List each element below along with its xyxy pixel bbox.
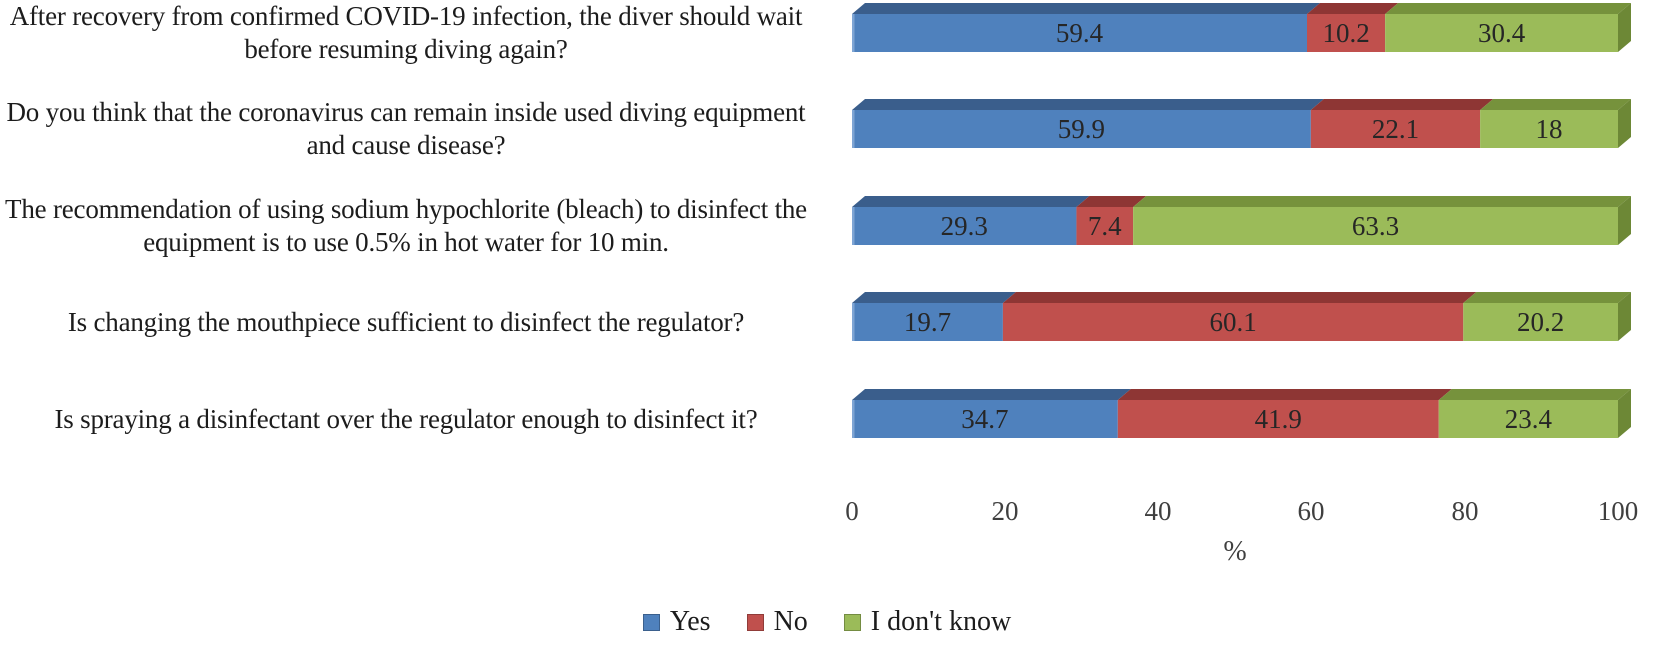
legend-item-yes: Yes [642,606,711,638]
svg-text:18: 18 [1536,114,1563,144]
x-axis-label: % [1223,536,1247,567]
legend-swatch-no-icon [746,613,764,631]
question-label-5: Is spraying a disinfectant over the regu… [54,403,758,434]
svg-text:41.9: 41.9 [1255,404,1302,434]
svg-text:59.4: 59.4 [1056,18,1104,48]
legend-item-no: No [746,606,808,638]
legend-label-no: No [773,606,808,637]
legend-label-idontknow: I don't know [870,606,1012,637]
svg-text:30.4: 30.4 [1478,18,1526,48]
legend-item-idontknow: I don't know [843,606,1012,638]
x-tick-100: 100 [1597,496,1639,526]
question-label-2: Do you think that the coronavirus can re… [6,97,806,160]
chart-legend: Yes No I don't know [0,606,1654,638]
x-tick-60: 60 [1297,496,1325,526]
legend-swatch-yes-icon [642,613,660,631]
svg-text:22.1: 22.1 [1372,114,1419,144]
x-tick-0: 0 [845,496,859,526]
svg-text:63.3: 63.3 [1352,211,1399,241]
svg-text:10.2: 10.2 [1322,18,1369,48]
question-label-3: The recommendation of using sodium hypoc… [5,194,807,257]
legend-swatch-idontknow-icon [843,613,861,631]
question-label-1: After recovery from confirmed COVID-19 i… [9,1,803,64]
x-tick-20: 20 [991,496,1019,526]
svg-text:7.4: 7.4 [1088,211,1122,241]
x-tick-40: 40 [1144,496,1172,526]
svg-text:34.7: 34.7 [961,404,1008,434]
svg-text:23.4: 23.4 [1505,404,1553,434]
question-label-4: Is changing the mouthpiece sufficient to… [67,306,745,337]
svg-text:19.7: 19.7 [904,307,951,337]
x-tick-80: 80 [1451,496,1479,526]
svg-text:29.3: 29.3 [941,211,988,241]
svg-text:60.1: 60.1 [1209,307,1256,337]
legend-label-yes: Yes [669,606,711,637]
svg-text:59.9: 59.9 [1058,114,1105,144]
svg-text:20.2: 20.2 [1517,307,1564,337]
